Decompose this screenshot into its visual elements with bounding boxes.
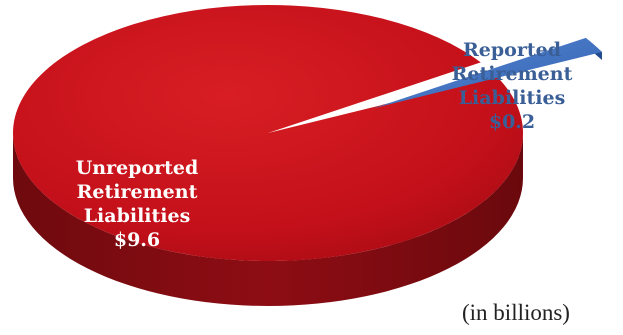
pie-slices [12,4,602,306]
slice-label-unreported: Unreported Retirement Liabilities $9.6 [34,156,240,252]
slice-value-label: $9.6 [113,229,161,251]
slice-label-line: Unreported [75,157,199,179]
slice-unreported [12,4,523,261]
slice-label-reported: Reported Retirement Liabilities $0.2 [420,38,604,134]
slice-reported [373,37,602,109]
slice-value-label: $0.2 [488,111,536,133]
slice-label-line: Reported [463,39,561,61]
slice-label-line: Retirement [451,63,573,85]
slice-side-unreported [13,133,523,306]
slice-label-line: Liabilities [458,87,566,109]
slice-label-line: Liabilities [83,205,191,227]
units-note: (in billions) [462,300,570,325]
slice-label-line: Retirement [76,181,198,203]
